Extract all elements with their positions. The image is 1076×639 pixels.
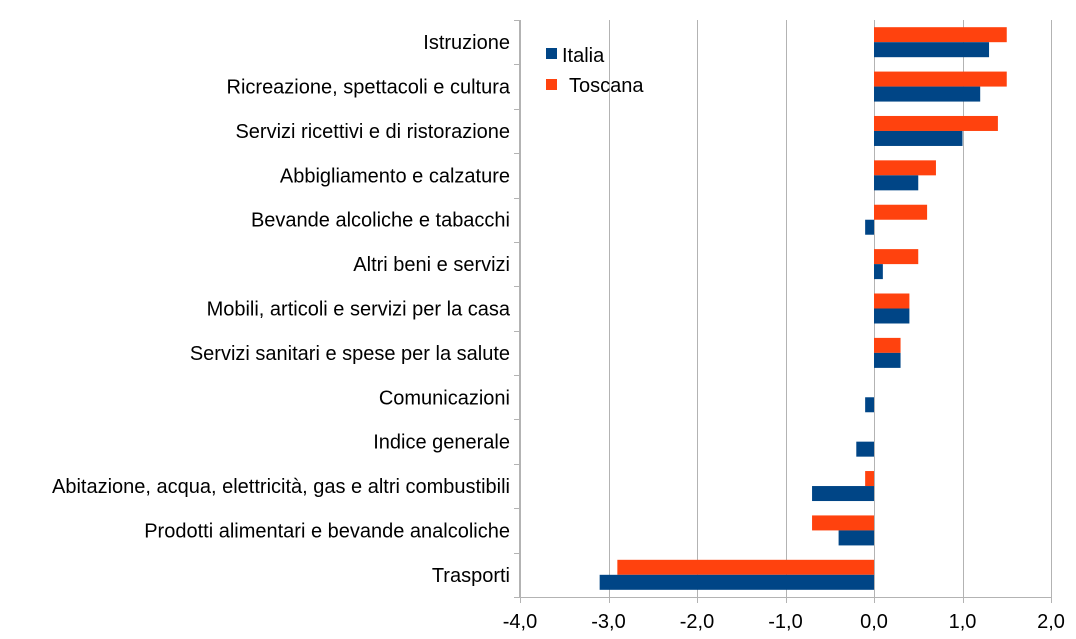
category-label-ricreazione-spettacoli-e-cultura: Ricreazione, spettacoli e cultura xyxy=(227,77,511,99)
bar-toscana-prodotti-alimentari-e-bevande-analcoliche xyxy=(812,515,874,531)
category-label-trasporti: Trasporti xyxy=(432,565,510,587)
bar-italia-comunicazioni xyxy=(865,397,874,413)
category-label-prodotti-alimentari-e-bevande-analcoliche: Prodotti alimentari e bevande analcolich… xyxy=(144,520,510,542)
x-tick-label: 2,0 xyxy=(1037,611,1065,633)
bar-toscana-mobili-articoli-e-servizi-per-la-casa xyxy=(874,293,910,309)
x-tick-label: -2,0 xyxy=(680,611,714,633)
bars xyxy=(599,27,1007,590)
bar-italia-mobili-articoli-e-servizi-per-la-casa xyxy=(874,308,910,324)
bar-italia-altri-beni-e-servizi xyxy=(874,264,883,280)
bar-italia-ricreazione-spettacoli-e-cultura xyxy=(874,86,981,102)
category-labels: Istruzione Ricreazione, spettacoli e cult… xyxy=(52,32,511,587)
bar-italia-bevande-alcoliche-e-tabacchi xyxy=(865,219,874,235)
bar-italia-abbigliamento-e-calzature xyxy=(874,175,919,191)
x-tick-label: 1,0 xyxy=(949,611,977,633)
bar-toscana-bevande-alcoliche-e-tabacchi xyxy=(874,204,928,220)
legend-swatch-italia xyxy=(546,48,557,59)
gridlines xyxy=(520,20,1052,603)
bar-toscana-ricreazione-spettacoli-e-cultura xyxy=(874,71,1007,87)
category-label-servizi-ricettivi-e-di-ristorazione: Servizi ricettivi e di ristorazione xyxy=(235,121,510,143)
category-label-bevande-alcoliche-e-tabacchi: Bevande alcoliche e tabacchi xyxy=(251,210,510,232)
x-tick-label: 0,0 xyxy=(860,611,888,633)
legend-swatch-toscana xyxy=(546,79,557,90)
category-label-comunicazioni: Comunicazioni xyxy=(379,387,510,409)
x-tick-labels: -4,0 -3,0 -2,0 -1,0 0,0 1,0 2,0 xyxy=(503,611,1065,633)
x-tick-label: -4,0 xyxy=(503,611,537,633)
bar-toscana-trasporti xyxy=(617,559,874,575)
bar-italia-indice-generale xyxy=(856,441,874,457)
category-label-istruzione: Istruzione xyxy=(423,32,510,54)
bar-italia-servizi-sanitari-e-spese-per-la-salute xyxy=(874,352,901,368)
bar-italia-prodotti-alimentari-e-bevande-analcoliche xyxy=(838,530,874,546)
bar-toscana-servizi-ricettivi-e-di-ristorazione xyxy=(874,115,998,131)
legend: Italia Toscana xyxy=(546,45,644,97)
legend-label-italia: Italia xyxy=(562,45,605,67)
category-label-abbigliamento-e-calzature: Abbigliamento e calzature xyxy=(280,165,510,187)
legend-label-toscana: Toscana xyxy=(569,75,644,97)
bar-toscana-abbigliamento-e-calzature xyxy=(874,160,936,176)
bar-toscana-abitazione-acqua-elettricita-gas-e-altri-combustibili xyxy=(865,471,874,487)
bar-italia-servizi-ricettivi-e-di-ristorazione xyxy=(874,130,963,146)
category-label-abitazione-acqua-elettricita-gas-e-altri-combustibili: Abitazione, acqua, elettricità, gas e al… xyxy=(52,476,510,498)
bar-toscana-servizi-sanitari-e-spese-per-la-salute xyxy=(874,337,901,353)
bar-toscana-istruzione xyxy=(874,27,1007,43)
category-label-altri-beni-e-servizi: Altri beni e servizi xyxy=(353,254,510,276)
category-label-mobili-articoli-e-servizi-per-la-casa: Mobili, articoli e servizi per la casa xyxy=(207,299,511,321)
category-label-servizi-sanitari-e-spese-per-la-salute: Servizi sanitari e spese per la salute xyxy=(190,343,510,365)
bar-italia-abitazione-acqua-elettricita-gas-e-altri-combustibili xyxy=(812,486,874,502)
axes xyxy=(514,20,1051,598)
bar-italia-istruzione xyxy=(874,42,990,58)
x-tick-label: -1,0 xyxy=(768,611,802,633)
bar-italia-trasporti xyxy=(599,574,874,590)
x-tick-label: -3,0 xyxy=(591,611,625,633)
category-label-indice-generale: Indice generale xyxy=(373,432,510,454)
bar-toscana-altri-beni-e-servizi xyxy=(874,249,919,265)
